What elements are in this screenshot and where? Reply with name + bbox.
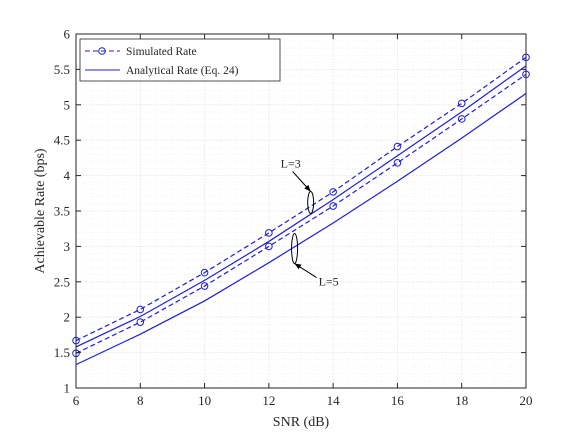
legend: Simulated Rate Analytical Rate (Eq. 24) (79, 38, 281, 82)
data-point (457, 115, 466, 123)
data-point (265, 229, 273, 237)
data-point (329, 188, 337, 196)
data-point (329, 202, 337, 210)
x-tick-label: 18 (455, 393, 468, 408)
series-layer (72, 53, 530, 366)
x-tick-label: 10 (198, 393, 211, 408)
annotation-arrowhead-l5 (294, 263, 302, 270)
legend-analytical-label: Analytical Rate (Eq. 24) (126, 65, 239, 77)
x-tick-label: 16 (391, 393, 405, 408)
x-tick-label: 14 (327, 393, 341, 408)
minor-grid (76, 34, 526, 388)
annotation-arrowhead-l3 (304, 184, 311, 192)
legend-box (79, 38, 281, 82)
x-axis-label: SNR (dB) (273, 415, 330, 430)
annotation-label-l5: L=5 (319, 275, 339, 289)
series-line-l5-analytical (75, 92, 527, 366)
y-tick-label: 4.5 (54, 133, 70, 148)
series-line-l3-analytical (75, 65, 527, 348)
series-line-l5-simulated (75, 73, 527, 354)
x-tick-label: 6 (73, 393, 80, 408)
data-point (393, 159, 402, 167)
x-tick-label: 8 (137, 393, 144, 408)
data-point (393, 142, 402, 151)
y-axis-label: Achievable Rate (bps) (33, 148, 48, 274)
tick-layer: 6 8 10 12 14 16 18 20 1 1.5 2 2.5 3 3.5 4 4.5 5 5.5 6 (54, 27, 533, 409)
y-tick-label: 1.5 (54, 345, 70, 360)
y-tick-label: 2 (64, 310, 71, 325)
x-tick-label: 12 (262, 393, 275, 408)
data-point (457, 99, 466, 108)
data-point (265, 242, 273, 251)
y-tick-label: 4 (64, 168, 71, 183)
y-tick-label: 3 (64, 239, 71, 254)
x-tick-label: 20 (520, 393, 533, 408)
y-tick-label: 5.5 (54, 62, 70, 77)
data-point (200, 268, 209, 277)
y-tick-label: 1 (64, 381, 71, 396)
series-line-l3-simulated (75, 56, 527, 342)
y-tick-label: 3.5 (54, 204, 70, 219)
y-tick-label: 5 (64, 97, 71, 112)
legend-simulated-label: Simulated Rate (126, 46, 197, 58)
data-point (200, 282, 209, 290)
y-tick-label: 2.5 (54, 274, 70, 289)
legend-simulated-marker (98, 47, 106, 55)
annotation-layer: L=3 L=5 (281, 157, 339, 289)
data-point (136, 318, 145, 326)
y-tick-label: 6 (64, 27, 71, 42)
data-point (136, 305, 145, 314)
annotation-label-l3: L=3 (281, 157, 301, 171)
